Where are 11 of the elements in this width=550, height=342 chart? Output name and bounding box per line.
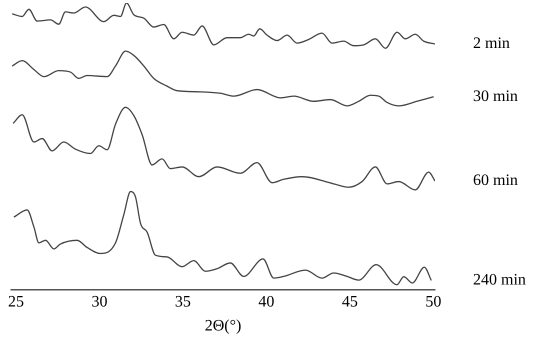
x-tick-label: 50 xyxy=(425,293,442,310)
x-tick-label: 45 xyxy=(342,293,358,310)
x-axis-title: 2Θ(°) xyxy=(204,318,242,335)
text: 240 min xyxy=(473,272,526,289)
x-tick-label: 35 xyxy=(174,293,191,310)
text: 60 min xyxy=(473,172,518,190)
text: 2 min xyxy=(473,35,510,52)
text: 30 min xyxy=(473,88,518,105)
x-tick-label: 40 xyxy=(258,293,274,310)
x-tick-label: 30 xyxy=(91,293,108,310)
x-tick-label: 25 xyxy=(8,293,24,310)
